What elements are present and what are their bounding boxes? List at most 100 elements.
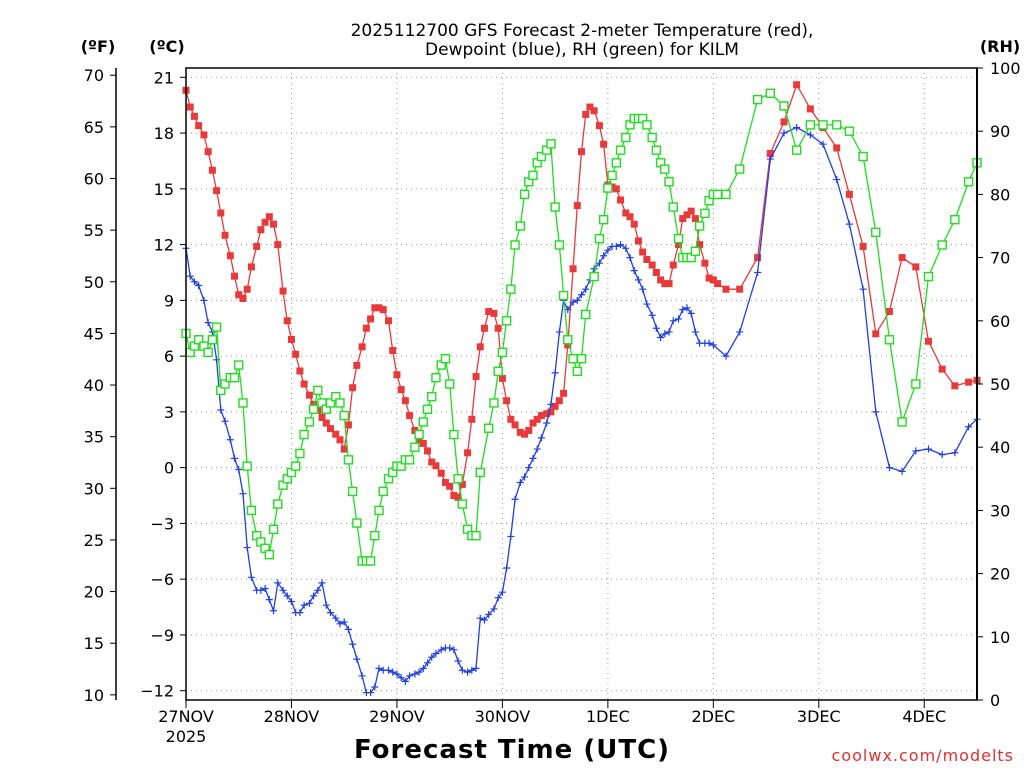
data-point-marker bbox=[211, 322, 222, 332]
x-tick-label: 27NOV bbox=[158, 707, 214, 726]
data-point-marker bbox=[428, 458, 436, 466]
data-point-marker bbox=[279, 586, 287, 594]
data-point-marker bbox=[529, 454, 537, 462]
data-point-marker bbox=[273, 499, 283, 509]
data-point-marker bbox=[617, 241, 625, 249]
data-point-marker bbox=[604, 246, 612, 254]
data-point-marker bbox=[190, 278, 198, 286]
celsius-unit-label: (ºC) bbox=[149, 37, 184, 56]
celsius-tick-label: 6 bbox=[164, 347, 174, 366]
data-point-marker bbox=[533, 415, 541, 423]
data-point-marker bbox=[661, 280, 669, 288]
data-point-marker bbox=[458, 666, 466, 674]
data-point-marker bbox=[401, 397, 409, 405]
data-point-marker bbox=[446, 644, 454, 652]
rh-tick-label: 90 bbox=[990, 122, 1010, 141]
data-point-marker bbox=[424, 659, 432, 667]
data-point-marker bbox=[296, 609, 304, 617]
data-point-marker bbox=[885, 308, 893, 316]
data-point-marker bbox=[805, 120, 816, 130]
data-point-marker bbox=[490, 605, 498, 613]
data-point-marker bbox=[572, 366, 582, 377]
data-point-marker bbox=[668, 202, 678, 212]
data-point-marker bbox=[472, 664, 480, 672]
data-point-marker bbox=[621, 132, 631, 143]
data-point-marker bbox=[700, 208, 710, 219]
data-point-marker bbox=[551, 369, 559, 377]
data-point-marker bbox=[437, 469, 445, 477]
data-point-marker bbox=[694, 221, 705, 231]
data-point-marker bbox=[349, 640, 357, 648]
data-point-marker bbox=[529, 419, 537, 427]
data-point-marker bbox=[322, 601, 330, 609]
fahrenheit-tick-label: 20 bbox=[84, 583, 104, 602]
data-point-marker bbox=[335, 398, 345, 408]
data-point-marker bbox=[951, 449, 959, 457]
data-point-marker bbox=[318, 579, 326, 587]
data-point-marker bbox=[573, 202, 581, 210]
data-point-marker bbox=[965, 378, 973, 386]
data-point-marker bbox=[547, 400, 555, 408]
source-credit: coolwx.com/modelts bbox=[832, 746, 1014, 765]
data-point-marker bbox=[752, 94, 763, 105]
data-point-marker bbox=[578, 148, 585, 156]
data-point-marker bbox=[497, 347, 508, 358]
data-point-marker bbox=[661, 330, 669, 338]
data-point-marker bbox=[858, 151, 868, 162]
data-point-marker bbox=[384, 317, 392, 325]
rh-tick-label: 0 bbox=[990, 691, 1000, 710]
data-point-marker bbox=[594, 233, 605, 244]
data-point-marker bbox=[780, 118, 788, 126]
data-point-marker bbox=[543, 419, 551, 427]
data-point-marker bbox=[507, 415, 515, 423]
data-point-marker bbox=[419, 439, 427, 447]
data-point-marker bbox=[458, 480, 466, 488]
data-point-marker bbox=[511, 495, 519, 503]
data-point-marker bbox=[221, 417, 229, 425]
data-point-marker bbox=[375, 304, 383, 312]
celsius-tick-label: 0 bbox=[164, 459, 174, 478]
data-point-marker bbox=[427, 391, 437, 402]
chart-title-line-1: 2025112700 GFS Forecast 2-meter Temperat… bbox=[351, 21, 814, 41]
data-point-marker bbox=[349, 384, 357, 392]
data-point-marker bbox=[401, 677, 409, 685]
data-point-marker bbox=[643, 255, 651, 263]
data-point-marker bbox=[476, 614, 484, 622]
data-point-marker bbox=[231, 272, 239, 280]
data-point-marker bbox=[247, 573, 255, 581]
data-point-marker bbox=[721, 189, 731, 200]
data-point-marker bbox=[208, 166, 216, 174]
data-point-marker bbox=[340, 618, 348, 626]
data-point-marker bbox=[691, 328, 699, 336]
data-point-marker bbox=[578, 291, 585, 299]
x-tick-label: 30NOV bbox=[475, 707, 531, 726]
data-point-marker bbox=[691, 215, 699, 223]
series-2-meter-temperature bbox=[182, 81, 981, 501]
data-point-marker bbox=[675, 241, 683, 249]
data-point-marker bbox=[766, 150, 774, 158]
data-point-marker bbox=[431, 372, 441, 383]
data-point-marker bbox=[521, 473, 529, 481]
data-point-marker bbox=[600, 252, 608, 260]
data-point-marker bbox=[519, 189, 530, 200]
data-point-marker bbox=[204, 148, 212, 156]
data-point-marker bbox=[428, 653, 436, 661]
data-point-marker bbox=[722, 352, 730, 360]
fahrenheit-tick-label: 15 bbox=[84, 634, 104, 653]
data-point-marker bbox=[924, 445, 932, 453]
data-point-marker bbox=[468, 415, 476, 423]
data-point-marker bbox=[617, 196, 625, 204]
fahrenheit-tick-label: 10 bbox=[84, 686, 104, 705]
data-point-marker bbox=[389, 668, 397, 676]
data-point-marker bbox=[923, 271, 934, 282]
fahrenheit-tick-label: 30 bbox=[84, 479, 104, 498]
fahrenheit-tick-label: 45 bbox=[84, 324, 104, 343]
data-point-marker bbox=[326, 609, 334, 617]
data-point-marker bbox=[343, 455, 354, 465]
data-point-marker bbox=[310, 592, 318, 600]
x-tick-label: 3DEC bbox=[797, 707, 841, 726]
data-point-marker bbox=[494, 324, 502, 332]
data-point-marker bbox=[622, 209, 630, 217]
data-point-marker bbox=[503, 564, 511, 572]
data-point-marker bbox=[437, 646, 445, 654]
